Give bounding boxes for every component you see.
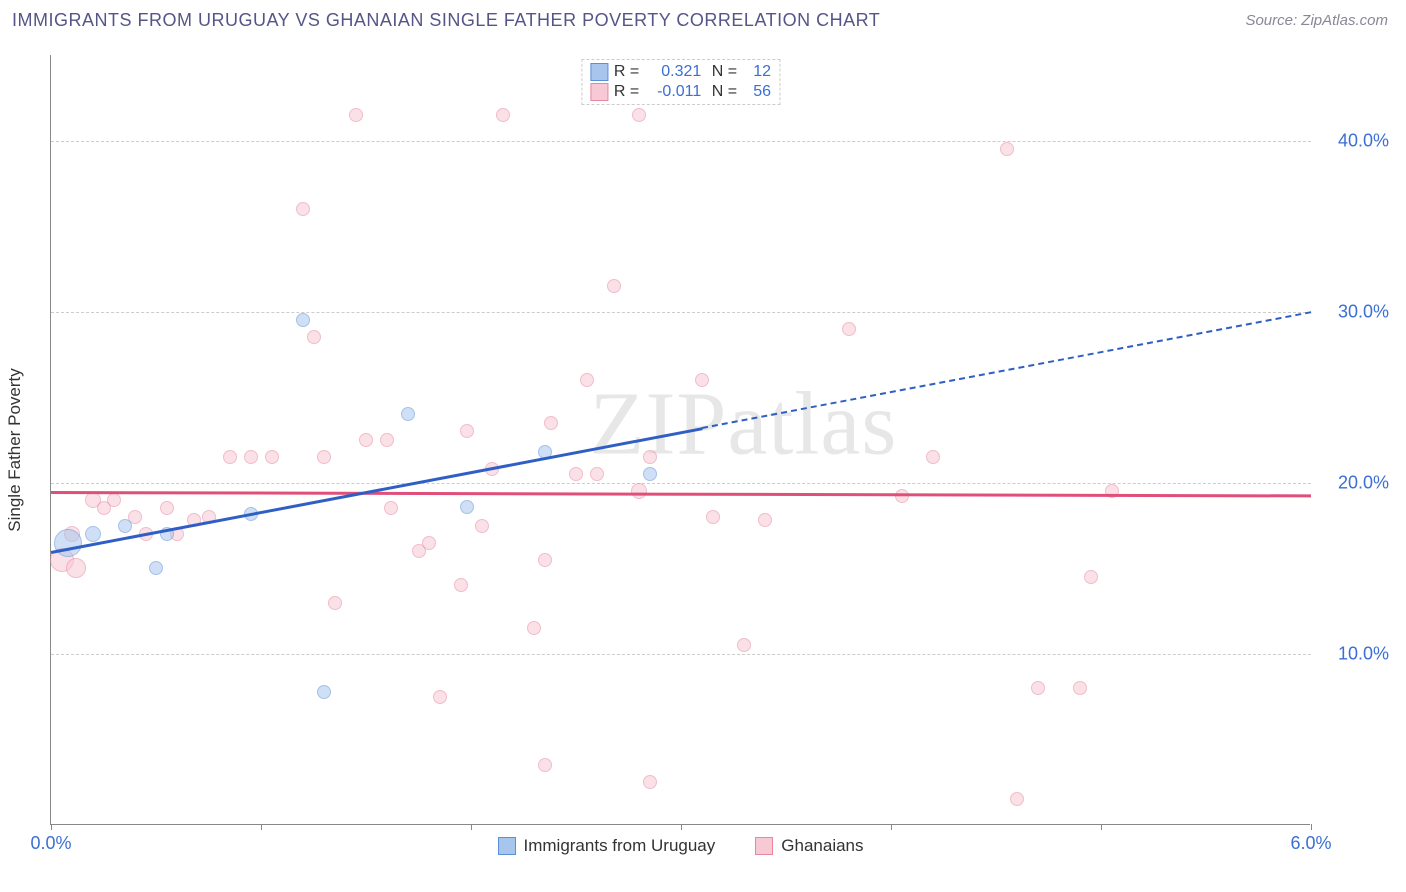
scatter-point <box>296 202 310 216</box>
scatter-point <box>926 450 940 464</box>
trendline <box>702 312 1311 430</box>
scatter-point <box>631 483 647 499</box>
scatter-point <box>1084 570 1098 584</box>
scatter-point <box>107 493 121 507</box>
chart-source: Source: ZipAtlas.com <box>1245 12 1388 29</box>
legend-row-pink: R = -0.011 N = 56 <box>590 82 771 102</box>
scatter-point <box>380 433 394 447</box>
n-value-blue: 12 <box>743 63 771 81</box>
r-label: R = <box>614 63 639 81</box>
scatter-point <box>590 467 604 481</box>
scatter-point <box>454 578 468 592</box>
scatter-point <box>695 373 709 387</box>
scatter-point <box>85 526 101 542</box>
scatter-point <box>296 313 310 327</box>
gridline <box>51 654 1311 655</box>
ytick-label: 30.0% <box>1319 301 1389 322</box>
scatter-point <box>317 685 331 699</box>
scatter-point <box>401 407 415 421</box>
scatter-point <box>580 373 594 387</box>
xtick-label: 6.0% <box>1290 833 1331 854</box>
scatter-point <box>433 690 447 704</box>
xtick <box>51 824 52 830</box>
scatter-point <box>460 500 474 514</box>
r-label: R = <box>614 83 639 101</box>
scatter-point <box>223 450 237 464</box>
scatter-point <box>643 450 657 464</box>
scatter-point <box>317 450 331 464</box>
scatter-point <box>758 513 772 527</box>
legend-series: Immigrants from Uruguay Ghanaians <box>497 836 863 856</box>
scatter-point <box>632 108 646 122</box>
swatch-pink <box>590 83 608 101</box>
scatter-point <box>359 433 373 447</box>
gridline <box>51 141 1311 142</box>
chart-header: IMMIGRANTS FROM URUGUAY VS GHANAIAN SING… <box>0 0 1406 37</box>
scatter-point <box>1073 681 1087 695</box>
n-label: N = <box>707 63 737 81</box>
scatter-point <box>160 501 174 515</box>
scatter-point <box>384 501 398 515</box>
scatter-point <box>569 467 583 481</box>
xtick <box>891 824 892 830</box>
plot-area: ZIPatlas R = 0.321 N = 12 R = -0.011 N =… <box>50 55 1310 825</box>
scatter-point <box>527 621 541 635</box>
scatter-point <box>265 450 279 464</box>
scatter-point <box>706 510 720 524</box>
legend-row-blue: R = 0.321 N = 12 <box>590 62 771 82</box>
scatter-point <box>895 489 909 503</box>
xtick <box>471 824 472 830</box>
ytick-label: 10.0% <box>1319 643 1389 664</box>
trendline <box>51 491 1311 497</box>
scatter-point <box>244 450 258 464</box>
ytick-label: 40.0% <box>1319 130 1389 151</box>
n-value-pink: 56 <box>743 83 771 101</box>
scatter-point <box>737 638 751 652</box>
scatter-point <box>842 322 856 336</box>
scatter-point <box>66 558 86 578</box>
legend-item-blue: Immigrants from Uruguay <box>497 836 715 856</box>
xtick <box>261 824 262 830</box>
scatter-point <box>422 536 436 550</box>
legend-stats: R = 0.321 N = 12 R = -0.011 N = 56 <box>581 59 780 105</box>
legend-item-pink: Ghanaians <box>755 836 863 856</box>
scatter-point <box>607 279 621 293</box>
scatter-point <box>1000 142 1014 156</box>
xtick <box>681 824 682 830</box>
y-axis-label: Single Father Poverty <box>5 368 25 531</box>
swatch-blue <box>497 837 515 855</box>
scatter-point <box>643 775 657 789</box>
scatter-point <box>496 108 510 122</box>
xtick <box>1101 824 1102 830</box>
xtick-label: 0.0% <box>30 833 71 854</box>
scatter-point <box>538 758 552 772</box>
scatter-point <box>1031 681 1045 695</box>
scatter-point <box>1010 792 1024 806</box>
xtick <box>1311 824 1312 830</box>
swatch-blue <box>590 63 608 81</box>
scatter-point <box>307 330 321 344</box>
ytick-label: 20.0% <box>1319 472 1389 493</box>
series-label-pink: Ghanaians <box>781 836 863 856</box>
scatter-point <box>475 519 489 533</box>
scatter-point <box>538 553 552 567</box>
gridline <box>51 483 1311 484</box>
scatter-point <box>149 561 163 575</box>
watermark: ZIPatlas <box>589 373 897 476</box>
scatter-point <box>544 416 558 430</box>
chart-container: Single Father Poverty ZIPatlas R = 0.321… <box>50 55 1390 845</box>
scatter-point <box>118 519 132 533</box>
scatter-point <box>54 529 82 557</box>
scatter-point <box>328 596 342 610</box>
chart-title: IMMIGRANTS FROM URUGUAY VS GHANAIAN SING… <box>12 10 880 31</box>
scatter-point <box>460 424 474 438</box>
r-value-pink: -0.011 <box>645 83 701 101</box>
series-label-blue: Immigrants from Uruguay <box>523 836 715 856</box>
n-label: N = <box>707 83 737 101</box>
gridline <box>51 312 1311 313</box>
scatter-point <box>349 108 363 122</box>
r-value-blue: 0.321 <box>645 63 701 81</box>
swatch-pink <box>755 837 773 855</box>
scatter-point <box>643 467 657 481</box>
